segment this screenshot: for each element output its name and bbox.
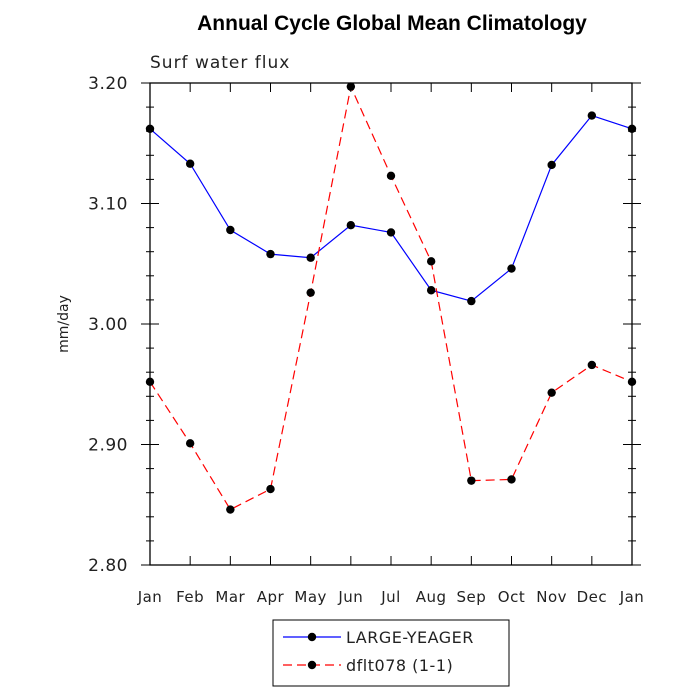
x-tick-label: May bbox=[294, 588, 327, 606]
y-tick-label: 3.00 bbox=[88, 315, 128, 335]
series-1-point bbox=[547, 388, 556, 397]
x-tick-label: Aug bbox=[416, 588, 447, 606]
series-0-point bbox=[346, 220, 356, 230]
series-lines bbox=[149, 84, 633, 511]
series-0-point bbox=[467, 296, 476, 306]
legend: LARGE-YEAGER dflt078 (1-1) bbox=[272, 619, 510, 687]
series-1-point bbox=[386, 171, 396, 180]
series-1-point bbox=[426, 257, 436, 266]
series-1-point bbox=[226, 505, 235, 514]
series-0-point bbox=[627, 124, 637, 133]
chart-subtitle: Surf water flux bbox=[150, 53, 290, 73]
x-tick-label: Sep bbox=[456, 588, 486, 606]
series-1-point bbox=[185, 439, 195, 448]
legend-marker-1 bbox=[307, 660, 317, 670]
x-tick-label: Jan bbox=[137, 588, 163, 606]
tick-labels: Jan Feb Mar Apr May Jun Jul Aug Sep Oct Nov Dec Jan 2… bbox=[88, 74, 644, 606]
series-1-point bbox=[266, 484, 275, 494]
series-0-point bbox=[386, 228, 396, 237]
series-0-point bbox=[145, 124, 155, 133]
series-0-point bbox=[587, 111, 597, 120]
legend-label-0: LARGE-YEAGER bbox=[346, 628, 474, 647]
y-tick-label: 2.90 bbox=[88, 436, 128, 456]
y-tick-label: 2.80 bbox=[88, 556, 128, 576]
x-tick-label: Jan bbox=[619, 588, 645, 606]
chart-title: Annual Cycle Global Mean Climatology bbox=[197, 12, 587, 35]
series-0-point bbox=[226, 225, 235, 235]
series-1-point bbox=[627, 377, 637, 387]
series-1-point bbox=[145, 377, 155, 387]
x-tick-label: Apr bbox=[257, 588, 285, 606]
series-0-point bbox=[185, 159, 195, 168]
x-tick-label: Nov bbox=[536, 588, 567, 606]
x-tick-label: Dec bbox=[577, 588, 608, 606]
y-tick-label: 3.10 bbox=[88, 195, 128, 215]
series-0-point bbox=[547, 160, 556, 170]
series-0-point bbox=[306, 253, 315, 262]
series-1-point bbox=[587, 360, 597, 370]
axis-ticks bbox=[141, 82, 641, 566]
series-1-point bbox=[306, 288, 315, 297]
legend-marker-0 bbox=[307, 632, 317, 642]
y-tick-label: 3.20 bbox=[88, 74, 128, 94]
series-1-point bbox=[346, 82, 356, 91]
series-0-point bbox=[507, 264, 516, 273]
legend-box bbox=[272, 619, 510, 687]
series-1-point bbox=[507, 475, 516, 484]
series-line-0 bbox=[149, 114, 633, 302]
y-axis-label: mm/day bbox=[56, 295, 72, 353]
series-line-1 bbox=[149, 84, 633, 511]
series-markers bbox=[145, 82, 637, 514]
x-tick-label: Jul bbox=[380, 588, 401, 606]
series-0-point bbox=[426, 286, 436, 295]
x-tick-label: Mar bbox=[215, 588, 245, 606]
x-tick-label: Jun bbox=[337, 588, 363, 606]
series-1-point bbox=[467, 476, 476, 485]
x-tick-label: Feb bbox=[176, 588, 204, 606]
series-0-point bbox=[266, 249, 275, 259]
x-tick-label: Oct bbox=[498, 588, 525, 606]
legend-label-1: dflt078 (1-1) bbox=[346, 656, 453, 675]
